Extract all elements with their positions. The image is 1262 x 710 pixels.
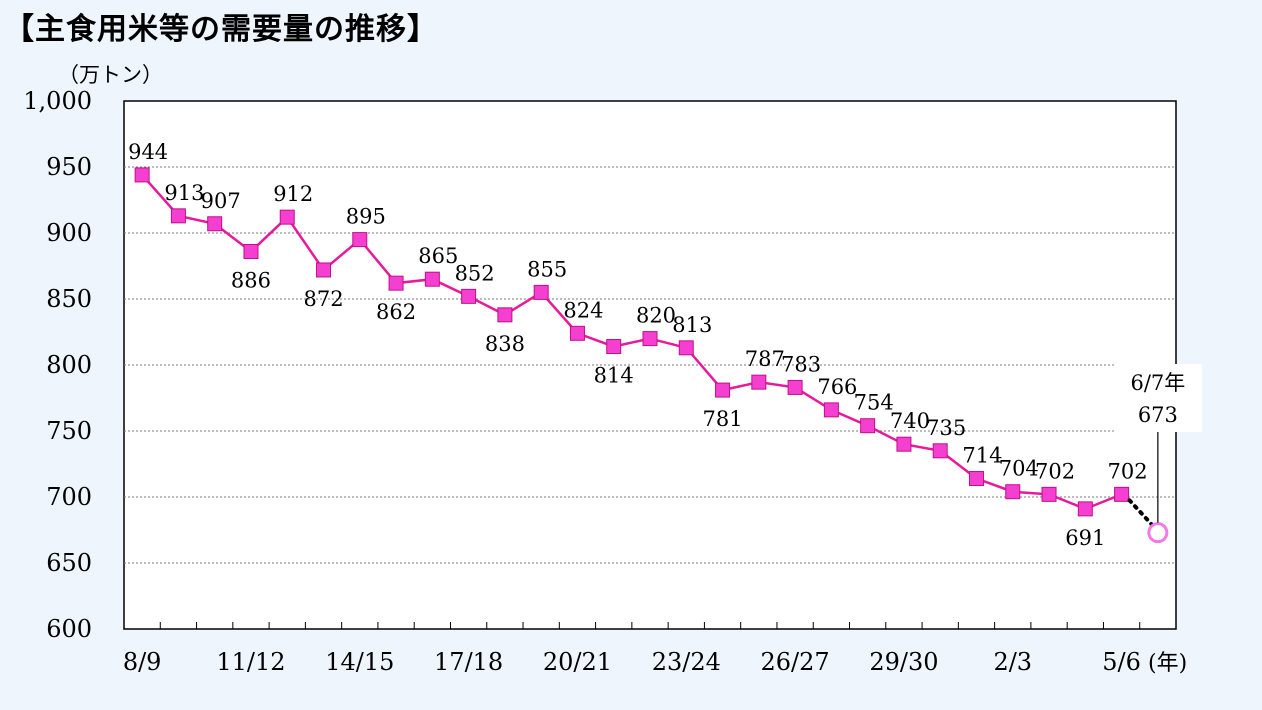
data-label: 907 [201, 189, 241, 213]
data-point-marker [787, 379, 803, 395]
data-label: 740 [890, 409, 930, 433]
data-point-marker [1114, 486, 1130, 502]
data-label: 872 [303, 287, 343, 311]
data-point-marker [751, 374, 767, 390]
data-point-marker [642, 331, 658, 347]
gridlines [124, 166, 1176, 564]
x-tick-label: 17/18 [434, 648, 503, 676]
data-label: 691 [1065, 526, 1105, 550]
x-tick-label: 23/24 [652, 648, 721, 676]
chart-title: 【主食用米等の需要量の推移】 [4, 12, 438, 47]
y-tick-label: 900 [46, 219, 92, 247]
y-axis-unit-label: （万トン） [58, 63, 163, 87]
data-point-marker [243, 243, 259, 259]
y-tick-label: 650 [46, 549, 92, 577]
data-label: 820 [636, 304, 676, 328]
data-point-marker [352, 232, 368, 248]
x-tick-label: 2/3 [993, 648, 1032, 676]
projection-label-box [1113, 364, 1202, 432]
data-label: 814 [594, 364, 634, 388]
x-tick-label: 29/30 [869, 648, 938, 676]
x-tick-label: 8/9 [123, 648, 162, 676]
data-point-marker [207, 216, 223, 232]
data-point-marker [606, 339, 622, 355]
data-label: 754 [854, 391, 894, 415]
data-point-marker [569, 325, 585, 341]
data-point-marker [424, 271, 440, 287]
data-label: 781 [703, 407, 743, 431]
data-label: 714 [962, 444, 1002, 468]
data-label: 912 [273, 182, 313, 206]
projection-dotted-line [1127, 498, 1154, 527]
data-label: 895 [346, 205, 386, 229]
data-label: 862 [376, 300, 416, 324]
data-label: 702 [1035, 459, 1075, 483]
series-line [141, 174, 1123, 511]
data-label: 702 [1108, 459, 1148, 483]
data-point-marker [1077, 501, 1093, 517]
data-label: 852 [455, 261, 495, 285]
x-axis-unit-label: (年) [1148, 651, 1187, 676]
data-point-marker [279, 209, 295, 225]
data-point-marker [134, 167, 150, 183]
y-tick-label: 700 [46, 483, 92, 511]
data-label: 824 [563, 298, 603, 322]
data-point-marker [461, 288, 477, 304]
data-point-marker [316, 262, 332, 278]
data-point-marker [678, 340, 694, 356]
y-tick-label: 800 [46, 351, 92, 379]
y-tick-label: 600 [46, 615, 92, 643]
data-label: 913 [164, 181, 204, 205]
data-point-marker [896, 436, 912, 452]
y-tick-label: 850 [46, 285, 92, 313]
data-label: 865 [418, 244, 458, 268]
x-tick-label: 26/27 [761, 648, 830, 676]
x-tick-label: 5/6 [1102, 648, 1141, 676]
data-point-marker [823, 402, 839, 418]
data-label: 735 [926, 416, 966, 440]
data-label: 944 [128, 140, 168, 164]
data-point-marker [932, 443, 948, 459]
projection-year-label: 6/7年 [1130, 371, 1185, 395]
projection-value-label: 673 [1138, 403, 1178, 427]
data-label: 704 [999, 457, 1039, 481]
data-point-marker [1041, 486, 1057, 502]
y-axis: 600 650 700 750 800 850 900 950 1,000 [23, 87, 92, 643]
x-tick-label: 11/12 [216, 648, 285, 676]
y-tick-label: 1,000 [23, 87, 92, 115]
data-label: 783 [781, 352, 821, 376]
x-tick-label: 14/15 [325, 648, 394, 676]
data-point-marker [388, 275, 404, 291]
data-label: 766 [817, 375, 857, 399]
data-point-marker [968, 471, 984, 487]
y-tick-label: 950 [46, 153, 92, 181]
data-point-marker [533, 284, 549, 300]
projection-marker [1147, 522, 1169, 544]
data-label: 838 [485, 332, 525, 356]
data-label: 855 [527, 257, 567, 281]
data-point-marker [715, 382, 731, 398]
y-tick-label: 750 [46, 417, 92, 445]
data-label: 787 [745, 347, 785, 371]
data-point-marker [860, 418, 876, 434]
data-label: 813 [672, 313, 712, 337]
x-axis: 8/9 11/12 14/15 17/18 20/21 23/24 26/27 29/30 2/… [123, 622, 1177, 676]
x-tick-label: 20/21 [543, 648, 612, 676]
projection-group: 6/7年 673 [1113, 364, 1202, 544]
data-label: 886 [231, 268, 271, 292]
data-point-marker [1005, 484, 1021, 500]
data-point-marker [497, 307, 513, 323]
data-point-marker [170, 208, 186, 224]
